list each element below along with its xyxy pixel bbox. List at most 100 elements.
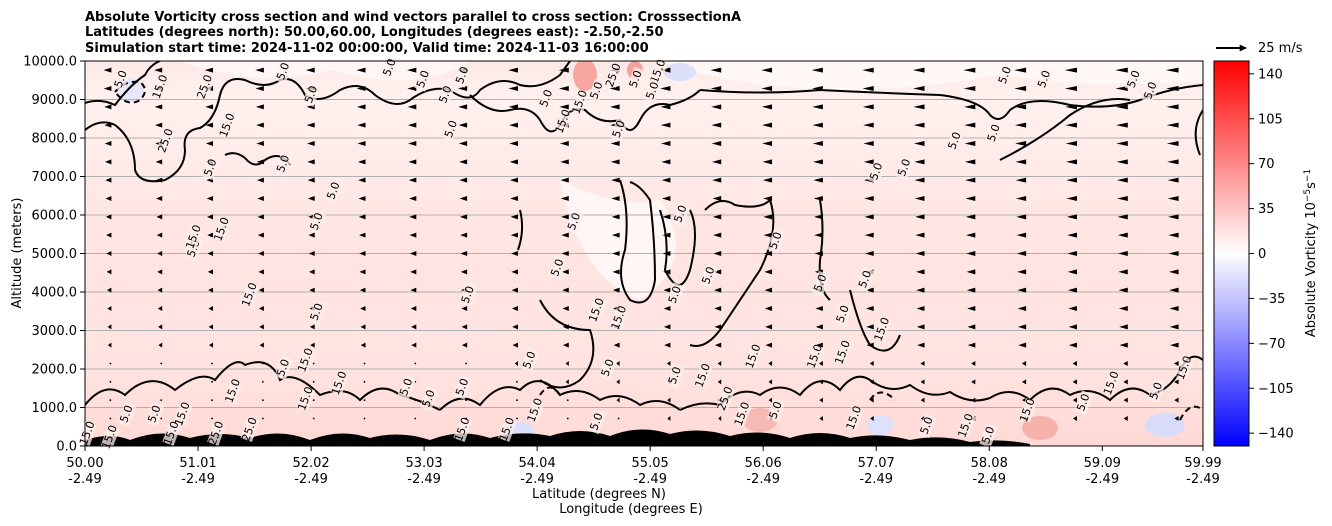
wind-vector	[667, 397, 671, 403]
colorbar-tick-label: 140	[1258, 67, 1283, 82]
contour-label: 5.0	[671, 201, 691, 227]
wind-vector	[964, 122, 976, 128]
wind-vector	[611, 177, 620, 183]
wind-vector	[160, 399, 163, 402]
wind-vector	[813, 214, 823, 220]
contour-label-bg	[436, 82, 456, 108]
quiver-key-label: 25 m/s	[1258, 41, 1303, 56]
wind-vector	[1021, 361, 1027, 366]
wind-vector	[713, 251, 722, 256]
wind-vector	[1123, 416, 1128, 421]
contour-label-bg	[1175, 355, 1194, 381]
wind-vector	[461, 306, 468, 311]
wind-vector	[461, 324, 468, 330]
contour-label-text: 5.0	[856, 269, 874, 290]
contour-label-text: 5.0	[834, 303, 852, 324]
contour-label: 5.0	[420, 386, 439, 412]
wind-vector	[661, 141, 671, 146]
wind-vector	[862, 104, 874, 110]
wind-vector	[711, 159, 722, 165]
wind-vector	[913, 86, 925, 91]
contour-label-bg	[151, 74, 170, 100]
wind-vector	[307, 159, 315, 165]
wind-vector	[1167, 196, 1179, 201]
wind-vector	[963, 67, 976, 73]
wind-vector	[712, 196, 722, 201]
wind-vector	[516, 380, 518, 383]
wind-vector	[764, 287, 773, 293]
wind-vector	[109, 380, 112, 383]
contour-label: 5.0	[1125, 66, 1144, 92]
wind-vector	[813, 196, 823, 201]
y-tick-label: 0.0	[56, 440, 77, 455]
wind-vector	[205, 122, 214, 128]
wind-vector	[1015, 141, 1027, 146]
wind-vector	[560, 159, 569, 165]
wind-vector	[1068, 306, 1077, 311]
x-tick-label-lat: 53.03	[405, 456, 442, 471]
contour-label-bg	[548, 255, 568, 281]
x-tick-label-lat: 50.00	[66, 456, 103, 471]
wind-vector	[717, 379, 722, 385]
contour-label: 5.0	[308, 209, 327, 235]
contour-label: 5.0	[274, 355, 294, 381]
wind-vector	[358, 214, 366, 220]
wind-vector	[208, 324, 214, 330]
wind-vector	[915, 269, 925, 275]
wind-vector	[710, 86, 722, 91]
y-tick-label: 4000.0	[32, 286, 78, 301]
contour-label-text: 5.0	[918, 415, 936, 436]
x-axis: 50.00-2.4951.01-2.4952.02-2.4953.03-2.49…	[66, 446, 1222, 487]
y-tick-label: 7000.0	[32, 170, 78, 185]
contour-label-text: 5.0	[985, 123, 1003, 144]
wind-vector	[662, 251, 671, 256]
wind-vector	[408, 141, 417, 146]
wind-vector	[865, 287, 874, 293]
light-region	[660, 61, 1203, 90]
contour-label: 5.0	[414, 66, 433, 92]
contour-line	[224, 152, 291, 166]
wind-vector	[768, 379, 773, 385]
contour-label: 5.0	[274, 59, 294, 84]
contour-label-text: 5.0	[666, 365, 684, 386]
wind-vector	[1013, 67, 1027, 73]
contour-label-text: 5.0	[996, 65, 1014, 86]
plot-area: 5.0 15.0 25.025.015.05.0 5.05.05.05.05.05.0…	[77, 55, 1204, 451]
contour-label-text: 5.0	[112, 69, 130, 90]
wind-vector	[410, 269, 417, 275]
contour-label-bg	[296, 386, 316, 412]
contour-label: 5.0	[996, 62, 1015, 88]
wind-vector	[761, 122, 773, 128]
contour-label-bg	[537, 86, 557, 111]
wind-vector	[1066, 214, 1077, 220]
wind-vector	[964, 141, 976, 146]
contour-label-bg	[587, 297, 607, 323]
contour-label-bg	[867, 159, 887, 185]
contour-label-text: 5.0	[671, 203, 689, 224]
wind-vector	[511, 306, 518, 311]
wind-vector	[869, 379, 874, 385]
wind-vector	[510, 232, 518, 238]
wind-vector	[357, 159, 366, 165]
contour-label-text: 5.0	[274, 153, 292, 174]
wind-vector	[211, 380, 213, 383]
wind-vector	[812, 122, 823, 128]
wind-vector	[616, 397, 620, 403]
contour-label: 5.0	[766, 397, 786, 423]
contour-label-bg	[671, 201, 691, 227]
wind-vector	[1015, 177, 1027, 183]
wind-vector	[1064, 86, 1077, 91]
x-tick-label-lon: -2.49	[68, 472, 102, 487]
contour-label-bg	[162, 421, 182, 446]
wind-vector	[1173, 361, 1179, 366]
contour-line-negative	[539, 386, 561, 396]
red-spot	[1022, 416, 1058, 440]
wind-vector	[359, 269, 366, 275]
wind-vector	[1118, 306, 1128, 311]
wind-vector	[509, 177, 518, 183]
wind-vector	[411, 342, 417, 348]
colorbar-tick-label: −140	[1258, 427, 1294, 442]
wind-vector	[409, 214, 417, 220]
contour-label-bg	[207, 421, 226, 446]
wind-vector	[106, 251, 112, 256]
